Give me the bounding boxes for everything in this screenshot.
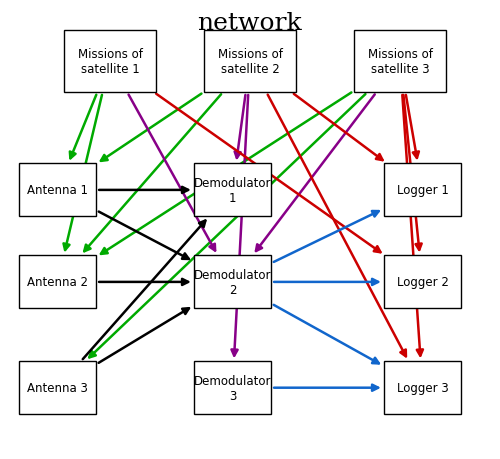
FancyBboxPatch shape	[384, 362, 461, 414]
FancyBboxPatch shape	[19, 164, 96, 217]
Text: Demodulator
1: Demodulator 1	[194, 177, 271, 204]
FancyBboxPatch shape	[194, 256, 271, 308]
FancyBboxPatch shape	[354, 31, 446, 93]
Text: Antenna 2: Antenna 2	[27, 276, 88, 289]
FancyBboxPatch shape	[194, 362, 271, 414]
FancyBboxPatch shape	[384, 164, 461, 217]
FancyBboxPatch shape	[194, 164, 271, 217]
Text: Logger 3: Logger 3	[396, 381, 448, 394]
Text: Logger 1: Logger 1	[396, 184, 448, 197]
FancyBboxPatch shape	[19, 362, 96, 414]
Text: Missions of
satellite 3: Missions of satellite 3	[368, 48, 432, 76]
Text: Antenna 1: Antenna 1	[27, 184, 88, 197]
Text: Demodulator
2: Demodulator 2	[194, 269, 271, 296]
Text: Antenna 3: Antenna 3	[27, 381, 88, 394]
Text: network: network	[198, 11, 302, 34]
FancyBboxPatch shape	[384, 256, 461, 308]
Text: Demodulator
3: Demodulator 3	[194, 374, 271, 402]
FancyBboxPatch shape	[64, 31, 156, 93]
FancyBboxPatch shape	[19, 256, 96, 308]
Text: Missions of
satellite 2: Missions of satellite 2	[218, 48, 282, 76]
Text: Missions of
satellite 1: Missions of satellite 1	[78, 48, 142, 76]
Text: Logger 2: Logger 2	[396, 276, 448, 289]
FancyBboxPatch shape	[204, 31, 296, 93]
